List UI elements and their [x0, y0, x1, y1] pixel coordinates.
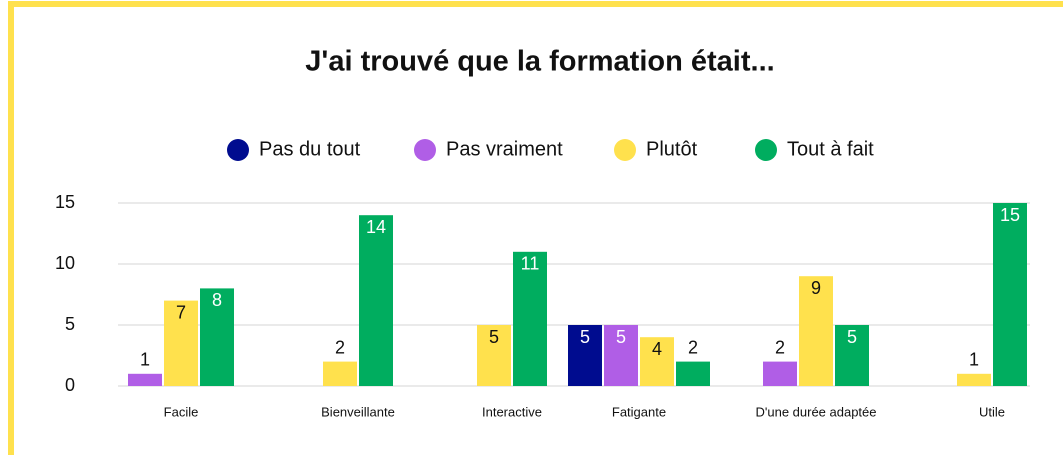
data-label: 1: [140, 350, 150, 370]
data-label: 5: [580, 327, 590, 347]
bar: [477, 325, 511, 386]
legend-label: Pas du tout: [259, 138, 361, 160]
chart-title: J'ai trouvé que la formation était...: [305, 46, 774, 78]
bar: [323, 361, 357, 386]
data-label: 1: [969, 350, 979, 370]
legend-swatch: [755, 139, 777, 161]
bar: [676, 361, 710, 386]
data-label: 2: [335, 337, 345, 357]
bar: [513, 251, 547, 386]
legend-swatch: [614, 139, 636, 161]
bar: [200, 288, 234, 386]
legend-swatch: [414, 139, 436, 161]
legend-label: Plutôt: [646, 138, 698, 160]
data-label: 11: [521, 254, 540, 274]
x-tick-label: Facile: [164, 404, 199, 419]
legend-label: Pas vraiment: [446, 138, 563, 160]
data-label: 2: [688, 337, 698, 357]
bar: [799, 276, 833, 386]
bar: [568, 325, 602, 386]
legend-label: Tout à fait: [787, 138, 874, 160]
x-tick-label: D'une durée adaptée: [755, 404, 876, 419]
data-label: 14: [366, 217, 386, 237]
bar: [763, 361, 797, 386]
bar: [957, 373, 991, 386]
bar: [128, 373, 162, 386]
data-label: 7: [176, 302, 186, 322]
data-label: 2: [775, 337, 785, 357]
bar: [604, 325, 638, 386]
legend-swatch: [227, 139, 249, 161]
y-tick-label: 5: [65, 314, 75, 334]
y-tick-label: 15: [55, 192, 75, 212]
data-label: 5: [616, 327, 626, 347]
y-tick-label: 0: [65, 375, 75, 395]
x-tick-label: Bienveillante: [321, 404, 395, 419]
bar: [835, 325, 869, 386]
bar: [993, 203, 1027, 386]
y-tick-label: 10: [55, 253, 75, 273]
bar: [359, 215, 393, 386]
x-tick-label: Interactive: [482, 404, 542, 419]
bar: [164, 300, 198, 386]
data-label: 4: [652, 339, 662, 359]
data-label: 5: [489, 327, 499, 347]
data-label: 5: [847, 327, 857, 347]
data-label: 15: [1000, 205, 1020, 225]
x-tick-label: Utile: [979, 404, 1005, 419]
x-tick-label: Fatigante: [612, 404, 666, 419]
data-label: 9: [811, 278, 821, 298]
data-label: 8: [212, 290, 222, 310]
bar: [640, 337, 674, 386]
